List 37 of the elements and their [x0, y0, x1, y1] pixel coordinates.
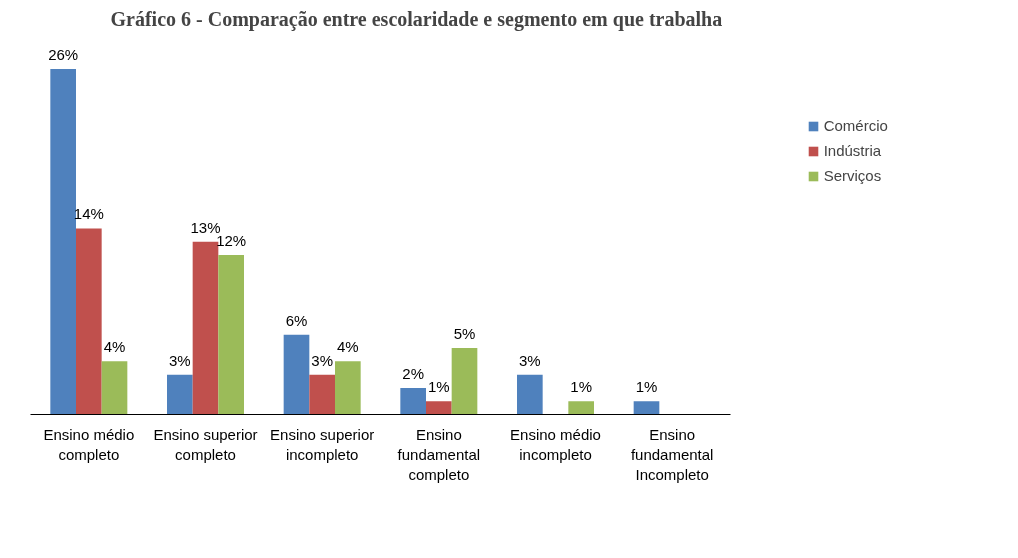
- bar: [167, 374, 193, 415]
- x-tick-label: Ensino médio incompleto: [510, 425, 601, 463]
- chart-title: Gráfico 6 - Comparação entre escolaridade e segmento em que trabalha: [110, 7, 723, 31]
- data-label: 5%: [453, 325, 476, 343]
- bar: [633, 401, 660, 415]
- bar: [192, 241, 219, 415]
- x-tick-label: Ensino fundamental completo: [397, 425, 481, 484]
- bar: [309, 374, 335, 415]
- bar: [76, 228, 102, 415]
- bar: [517, 374, 543, 415]
- data-label: 2%: [402, 364, 425, 382]
- legend-label: Indústria: [823, 142, 882, 159]
- data-label: 4%: [336, 338, 359, 356]
- data-label: 3%: [518, 351, 541, 369]
- bar: [568, 401, 594, 415]
- data-label: 3%: [311, 351, 334, 369]
- data-label: 1%: [570, 378, 593, 396]
- x-tick-label: Ensino superior incompleto: [270, 425, 375, 463]
- bar: [426, 401, 452, 415]
- x-tick-label: Ensino superior completo: [153, 425, 258, 463]
- bar: [101, 361, 128, 415]
- bar: [451, 348, 478, 415]
- legend-label: Serviços: [823, 167, 882, 184]
- bar: [218, 255, 244, 415]
- x-tick-label: Ensino fundamental Incompleto: [630, 425, 714, 484]
- data-label: 4%: [103, 338, 126, 356]
- data-label: 1%: [635, 378, 658, 396]
- legend-label: Comércio: [823, 117, 888, 134]
- bar: [283, 334, 310, 415]
- data-label: 3%: [168, 351, 191, 369]
- x-tick-label: Ensino médio completo: [43, 425, 135, 463]
- bar: [335, 361, 361, 415]
- bar: [400, 387, 426, 415]
- data-label: 26%: [48, 46, 79, 64]
- bar: [50, 69, 76, 415]
- data-label: 6%: [285, 311, 308, 329]
- data-label: 1%: [427, 378, 450, 396]
